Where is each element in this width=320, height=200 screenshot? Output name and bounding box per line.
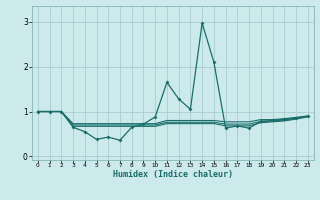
X-axis label: Humidex (Indice chaleur): Humidex (Indice chaleur): [113, 170, 233, 179]
